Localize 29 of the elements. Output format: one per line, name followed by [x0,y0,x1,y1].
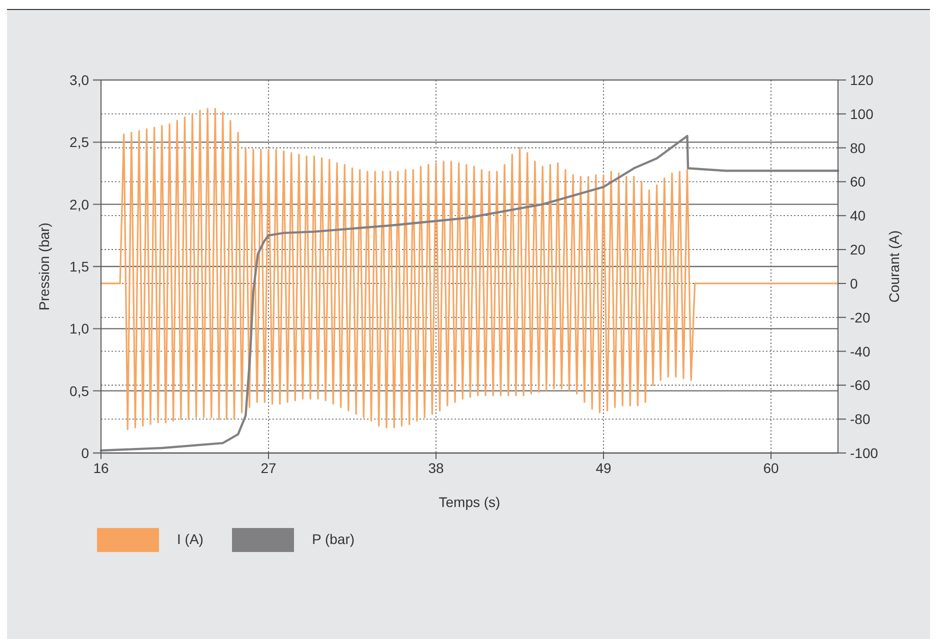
x-tick-label: 38 [428,460,444,476]
y-tick-label: 2,0 [70,196,90,212]
y-tick-label: 0,5 [70,382,90,399]
y-tick-label: 3,0 [70,72,90,88]
x-tick-label: 60 [763,460,779,476]
y2-axis-title: Courant (A) [886,230,902,303]
y2-tick-label: 0 [850,275,858,292]
y2-tick-label: 40 [850,208,866,224]
y2-tick-label: 60 [850,174,866,190]
y2-tick-label: 80 [850,140,866,156]
y2-tick-label: -40 [850,343,870,360]
y2-tick-label: 20 [850,242,866,258]
y-tick-label: 1,5 [70,258,90,274]
legend-label: P (bar) [312,531,355,547]
y2-tick-label: -60 [850,377,870,394]
legend-label: I (A) [177,531,204,547]
x-axis-title: Temps (s) [438,494,500,510]
y-axis-title: Pression (bar) [36,222,52,310]
y2-tick-label: -20 [850,309,870,326]
x-tick-label: 27 [260,460,276,476]
y2-tick-label: 100 [850,106,874,122]
y2-tick-label: -80 [850,411,870,428]
y2-tick-label: -100 [850,445,878,461]
x-tick-label: 49 [596,460,612,476]
x-tick-label: 16 [93,460,109,476]
y-tick-label: 0 [81,445,90,461]
y-tick-label: 2,5 [70,134,90,150]
y2-tick-label: 120 [850,72,874,88]
y-tick-label: 1,0 [70,320,90,337]
